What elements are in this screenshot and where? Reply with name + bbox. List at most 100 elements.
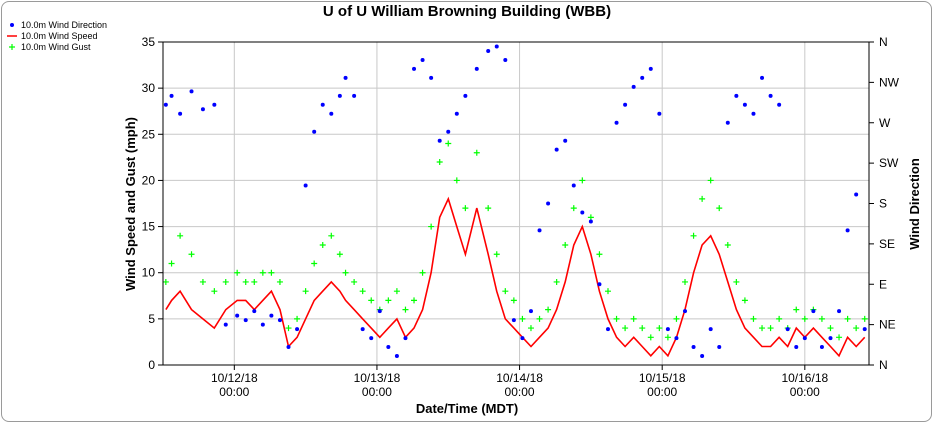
gust-point [682, 278, 689, 285]
gust-point [587, 214, 594, 221]
direction-point [571, 183, 576, 188]
direction-point [725, 120, 730, 125]
gust-point [436, 158, 443, 165]
gust-point [553, 278, 560, 285]
gust-point [319, 242, 326, 249]
gust-point [844, 315, 851, 322]
direction-point [286, 345, 291, 350]
gust-point [199, 278, 206, 285]
series-layer [162, 44, 868, 359]
gust-point [570, 205, 577, 212]
gust-point [411, 297, 418, 304]
gust-point [359, 288, 366, 295]
gust-point [393, 288, 400, 295]
y2-tick-label: SW [879, 156, 899, 170]
direction-point [674, 336, 679, 341]
gust-point [351, 278, 358, 285]
plot-area [163, 42, 869, 365]
direction-point [802, 336, 807, 341]
direction-point [811, 309, 816, 314]
gust-point [767, 325, 774, 332]
direction-point [777, 102, 782, 107]
direction-point [352, 93, 357, 98]
gust-point [211, 288, 218, 295]
x-tick-date: 10/15/18 [639, 371, 686, 385]
direction-point [412, 66, 417, 71]
direction-point [343, 75, 348, 80]
gust-point [462, 205, 469, 212]
y2-tick-label: E [879, 277, 887, 291]
direction-point [337, 93, 342, 98]
direction-point [503, 57, 508, 62]
direction-point [474, 66, 479, 71]
direction-point [463, 93, 468, 98]
direction-point [828, 336, 833, 341]
direction-point [369, 336, 374, 341]
direction-point [623, 102, 628, 107]
gust-point [188, 251, 195, 258]
gust-point [302, 288, 309, 295]
x-tick-date: 10/13/18 [354, 371, 401, 385]
gust-point [445, 140, 452, 147]
direction-point [189, 89, 194, 94]
gust-point [473, 149, 480, 156]
direction-point [320, 102, 325, 107]
x-axis: 10/12/1800:0010/13/1800:0010/14/1800:001… [211, 365, 828, 399]
gust-point [259, 269, 266, 276]
gust-point [724, 242, 731, 249]
gust-point [562, 242, 569, 249]
y-tick-label: 10 [142, 266, 156, 280]
direction-point [588, 219, 593, 224]
x-tick-time: 00:00 [219, 385, 249, 399]
gust-point [336, 251, 343, 258]
direction-point [295, 327, 300, 332]
gust-point [690, 232, 697, 239]
gust-point [707, 177, 714, 184]
gust-point [419, 269, 426, 276]
direction-point [605, 327, 610, 332]
direction-point [614, 120, 619, 125]
legend-marker-direction [10, 23, 14, 27]
y2-axis-label: Wind Direction [907, 158, 922, 250]
direction-point [862, 327, 867, 332]
direction-point [212, 102, 217, 107]
direction-point [631, 84, 636, 89]
y-tick-label: 5 [148, 312, 155, 326]
chart-title: U of U William Browning Building (WBB) [323, 3, 611, 20]
gust-point [493, 251, 500, 258]
gust-point [311, 260, 318, 267]
x-tick-date: 10/16/18 [781, 371, 828, 385]
direction-point [657, 111, 662, 116]
y2-tick-label: NW [879, 75, 900, 89]
direction-point [252, 309, 257, 314]
direction-point [494, 44, 499, 49]
gust-point [502, 288, 509, 295]
direction-point [243, 318, 248, 323]
direction-point [717, 345, 722, 350]
direction-point [260, 322, 265, 327]
gust-point [485, 205, 492, 212]
gust-point [342, 269, 349, 276]
direction-point [554, 147, 559, 152]
y-tick-label: 35 [142, 35, 156, 49]
direction-point [768, 93, 773, 98]
gust-point [519, 315, 526, 322]
direction-point [446, 129, 451, 134]
direction-point [200, 107, 205, 112]
gust-point [716, 205, 723, 212]
direction-point [794, 345, 799, 350]
legend-marker-gust [9, 44, 15, 50]
gust-point [510, 297, 517, 304]
y2-tick-label: N [879, 358, 888, 372]
direction-point [437, 138, 442, 143]
x-tick-date: 10/12/18 [211, 371, 258, 385]
direction-point [648, 66, 653, 71]
gust-point [596, 251, 603, 258]
y-tick-label: 0 [148, 358, 155, 372]
gust-point [861, 315, 868, 322]
gust-point [368, 297, 375, 304]
gust-point [285, 325, 292, 332]
direction-point [537, 228, 542, 233]
